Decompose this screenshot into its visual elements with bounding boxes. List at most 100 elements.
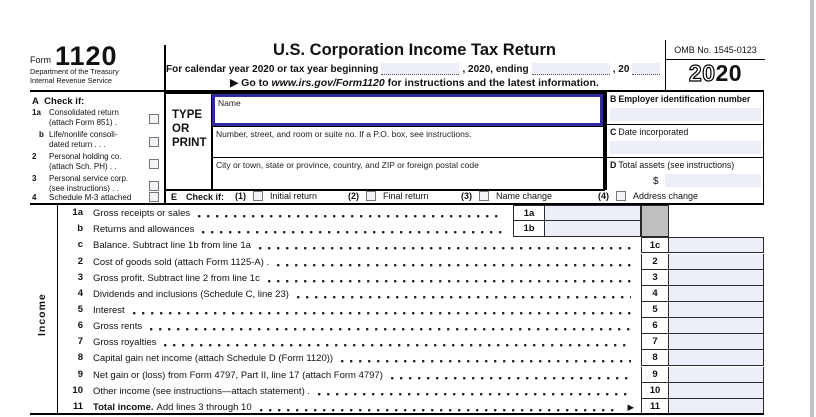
checkbox-consolidated-return[interactable] — [149, 114, 159, 124]
dot-leader — [258, 240, 631, 250]
amount-field-1c[interactable] — [669, 237, 764, 253]
line-box-label: 1b — [513, 221, 545, 237]
line-description: Net gain or (loss) from Form 4797, Part … — [93, 369, 383, 381]
checkbox-personal-service-corp[interactable] — [149, 181, 159, 191]
ein-field[interactable] — [610, 108, 761, 121]
line-number: 4 — [77, 288, 83, 299]
right-info-column: B Employer identification number C Date in… — [605, 92, 764, 190]
city-input[interactable]: City or town, state or province, country… — [212, 157, 603, 189]
income-row-6: 6 Gross rents 6 — [57, 318, 764, 334]
line-description: Capital gain net income (attach Schedule… — [93, 352, 334, 364]
header-center: U.S. Corporation Income Tax Return For c… — [166, 41, 663, 89]
amount-field-3[interactable] — [669, 270, 764, 286]
year-outline-20: 20 — [688, 59, 716, 86]
income-left-rule — [56, 204, 58, 415]
goto-instructions-line: ▶ Go to www.irs.gov/Form1120 for instruc… — [230, 77, 599, 89]
income-row-8: 8 Capital gain net income (attach Schedu… — [57, 350, 764, 366]
income-row-7: 7 Gross royalties 7 — [57, 334, 764, 350]
amount-field-8[interactable] — [669, 350, 764, 366]
total-income-bottom-rule — [30, 412, 764, 415]
omb-year-block: OMB No. 1545-0123 2020 — [665, 40, 765, 90]
checkbox-personal-holding-co[interactable] — [149, 159, 159, 169]
line-description: Dividends and inclusions (Schedule C, li… — [93, 288, 289, 300]
name-field-label: Name — [218, 98, 241, 108]
line-box-label: 3 — [641, 270, 669, 286]
arrow-right-icon: ▶ — [230, 77, 239, 89]
tax-year-ending-field[interactable] — [531, 63, 610, 75]
street-input[interactable]: Number, street, and room or suite no. If… — [212, 126, 603, 157]
amount-field-5[interactable] — [669, 302, 764, 318]
row-e-check-if: E Check if: (1) Initial return (2) Final… — [171, 191, 699, 202]
tax-year-short-field[interactable] — [632, 63, 660, 75]
amount-field-2[interactable] — [669, 254, 764, 270]
line-description: Returns and allowances — [93, 223, 195, 235]
form-identity-block: Form 1120 Department of the Treasury Int… — [30, 43, 163, 85]
dot-leader — [259, 402, 620, 412]
amount-field-1a[interactable] — [545, 205, 641, 221]
amount-field-1b[interactable] — [545, 221, 641, 237]
line-description: Cost of goods sold (attach Form 1125-A) … — [93, 256, 270, 268]
tax-year-2020: 2020 — [666, 59, 765, 87]
total-assets-field[interactable] — [665, 174, 761, 187]
check-item-personal-service: 3 Personal service corp. (see instructio… — [32, 174, 129, 193]
section-divider — [164, 190, 166, 204]
type-or-print-block: TYPE OR PRINT Name Number, street, and r… — [164, 92, 605, 191]
check-item-personal-holding: 2 Personal holding co. (attach Sch. PH) … — [32, 152, 122, 171]
type-print-divider — [211, 94, 213, 189]
line-box-label: 8 — [641, 350, 669, 366]
line-description: Gross royalties — [93, 336, 157, 348]
income-row-1a: 1a Gross receipts or sales 1a — [57, 205, 764, 221]
dot-leader — [202, 224, 503, 234]
line-number: 7 — [77, 336, 83, 347]
checkbox-name-change[interactable] — [479, 191, 489, 201]
irs-label: Internal Revenue Service — [30, 75, 112, 85]
line-box-label: 6 — [641, 318, 669, 334]
checkbox-initial-return[interactable] — [253, 191, 263, 201]
amount-field-9[interactable] — [669, 367, 764, 383]
line-number: 2 — [77, 256, 83, 267]
checkbox-schedule-m3-attached[interactable] — [149, 192, 159, 202]
calendar-year-line: For calendar year 2020 or tax year begin… — [166, 63, 663, 75]
line-description: Balance. Subtract line 1b from line 1a — [93, 239, 251, 251]
name-input[interactable]: Name — [212, 94, 603, 126]
line-number: c — [77, 239, 83, 250]
line-number: 6 — [77, 320, 83, 331]
tax-year-beginning-field[interactable] — [381, 63, 460, 75]
line-number: 3 — [77, 272, 83, 283]
check-item-lifenonlife: b Life/nonlife consoli- dated return . .… — [39, 130, 118, 149]
dot-leader — [132, 305, 631, 315]
checkbox-final-return[interactable] — [366, 191, 376, 201]
form-word-label: Form — [30, 55, 51, 65]
amount-field-7[interactable] — [669, 334, 764, 350]
line-box-label: 9 — [641, 367, 669, 383]
line-number: 10 — [72, 385, 83, 396]
amount-field-4[interactable] — [669, 286, 764, 302]
dot-leader — [341, 353, 631, 363]
dot-leader — [277, 257, 631, 267]
shaded-cell-1a-1b — [641, 205, 669, 237]
dot-leader — [267, 273, 631, 283]
line-description: Gross profit. Subtract line 2 from line … — [93, 272, 260, 284]
section-a-check-if: A Check if: 1a Consolidated return (atta… — [30, 92, 164, 204]
checkbox-lifenonlife-consolidated-return[interactable] — [149, 137, 159, 147]
amount-field-6[interactable] — [669, 318, 764, 334]
date-incorporated-section: C Date incorporated — [607, 124, 764, 157]
type-or-print-label: TYPE OR PRINT — [172, 109, 207, 149]
amount-field-10[interactable] — [669, 383, 764, 399]
checkbox-address-change[interactable] — [616, 191, 626, 201]
income-row-5: 5 Interest 5 — [57, 302, 764, 318]
street-field-label: Number, street, and room or suite no. If… — [216, 129, 472, 139]
city-field-label: City or town, state or province, country… — [216, 160, 479, 170]
year-bold-20: 20 — [715, 60, 743, 86]
line-number: 8 — [77, 352, 83, 363]
dot-leader — [318, 386, 631, 396]
total-assets-section: D Total assets (see instructions) $ — [607, 157, 764, 190]
date-incorporated-field[interactable] — [610, 141, 761, 154]
option-address-change: (4) Address change — [598, 191, 699, 201]
line-number: 1a — [72, 207, 83, 218]
income-row-1c: c Balance. Subtract line 1b from line 1a… — [57, 237, 764, 253]
page-edge-strip — [810, 0, 814, 417]
ein-section: B Employer identification number — [607, 92, 764, 124]
dot-leader — [150, 321, 631, 331]
line-box-label: 7 — [641, 334, 669, 350]
